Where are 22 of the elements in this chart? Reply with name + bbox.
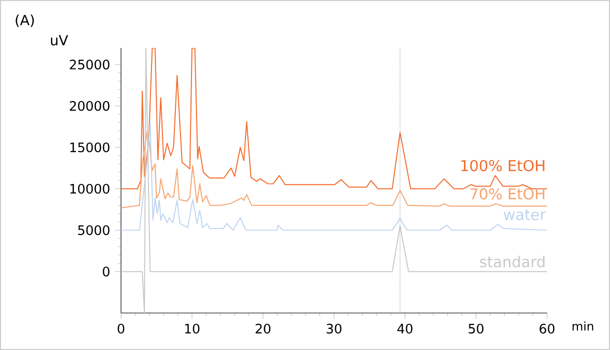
x-tick-label: 30 [326,324,342,334]
x-tick-label: 60 [540,324,554,334]
y-tick-label: 20000 [70,101,110,111]
x-tick-label: 0 [118,324,124,334]
x-axis-title: min [572,321,594,331]
x-tick-label: 10 [185,324,200,334]
series-label: 70% EtOH [470,188,544,200]
series-label: 100% EtOH [461,160,544,172]
y-tick-label: 5000 [78,225,110,236]
x-tick-label: 40 [397,324,412,334]
y-tick-label: 0 [102,266,110,277]
x-tick-label: 50 [468,324,484,334]
y-tick-label: 25000 [70,60,110,70]
series-label: water [504,209,546,220]
line-series [121,48,548,190]
y-tick-label: 10000 [70,184,110,194]
x-tick-label: 20 [256,324,270,334]
y-tick-label: 15000 [70,142,110,152]
y-axis-title: uV [50,35,68,46]
line-series [121,122,548,231]
line-series [121,130,548,208]
text: (A) [16,14,34,27]
